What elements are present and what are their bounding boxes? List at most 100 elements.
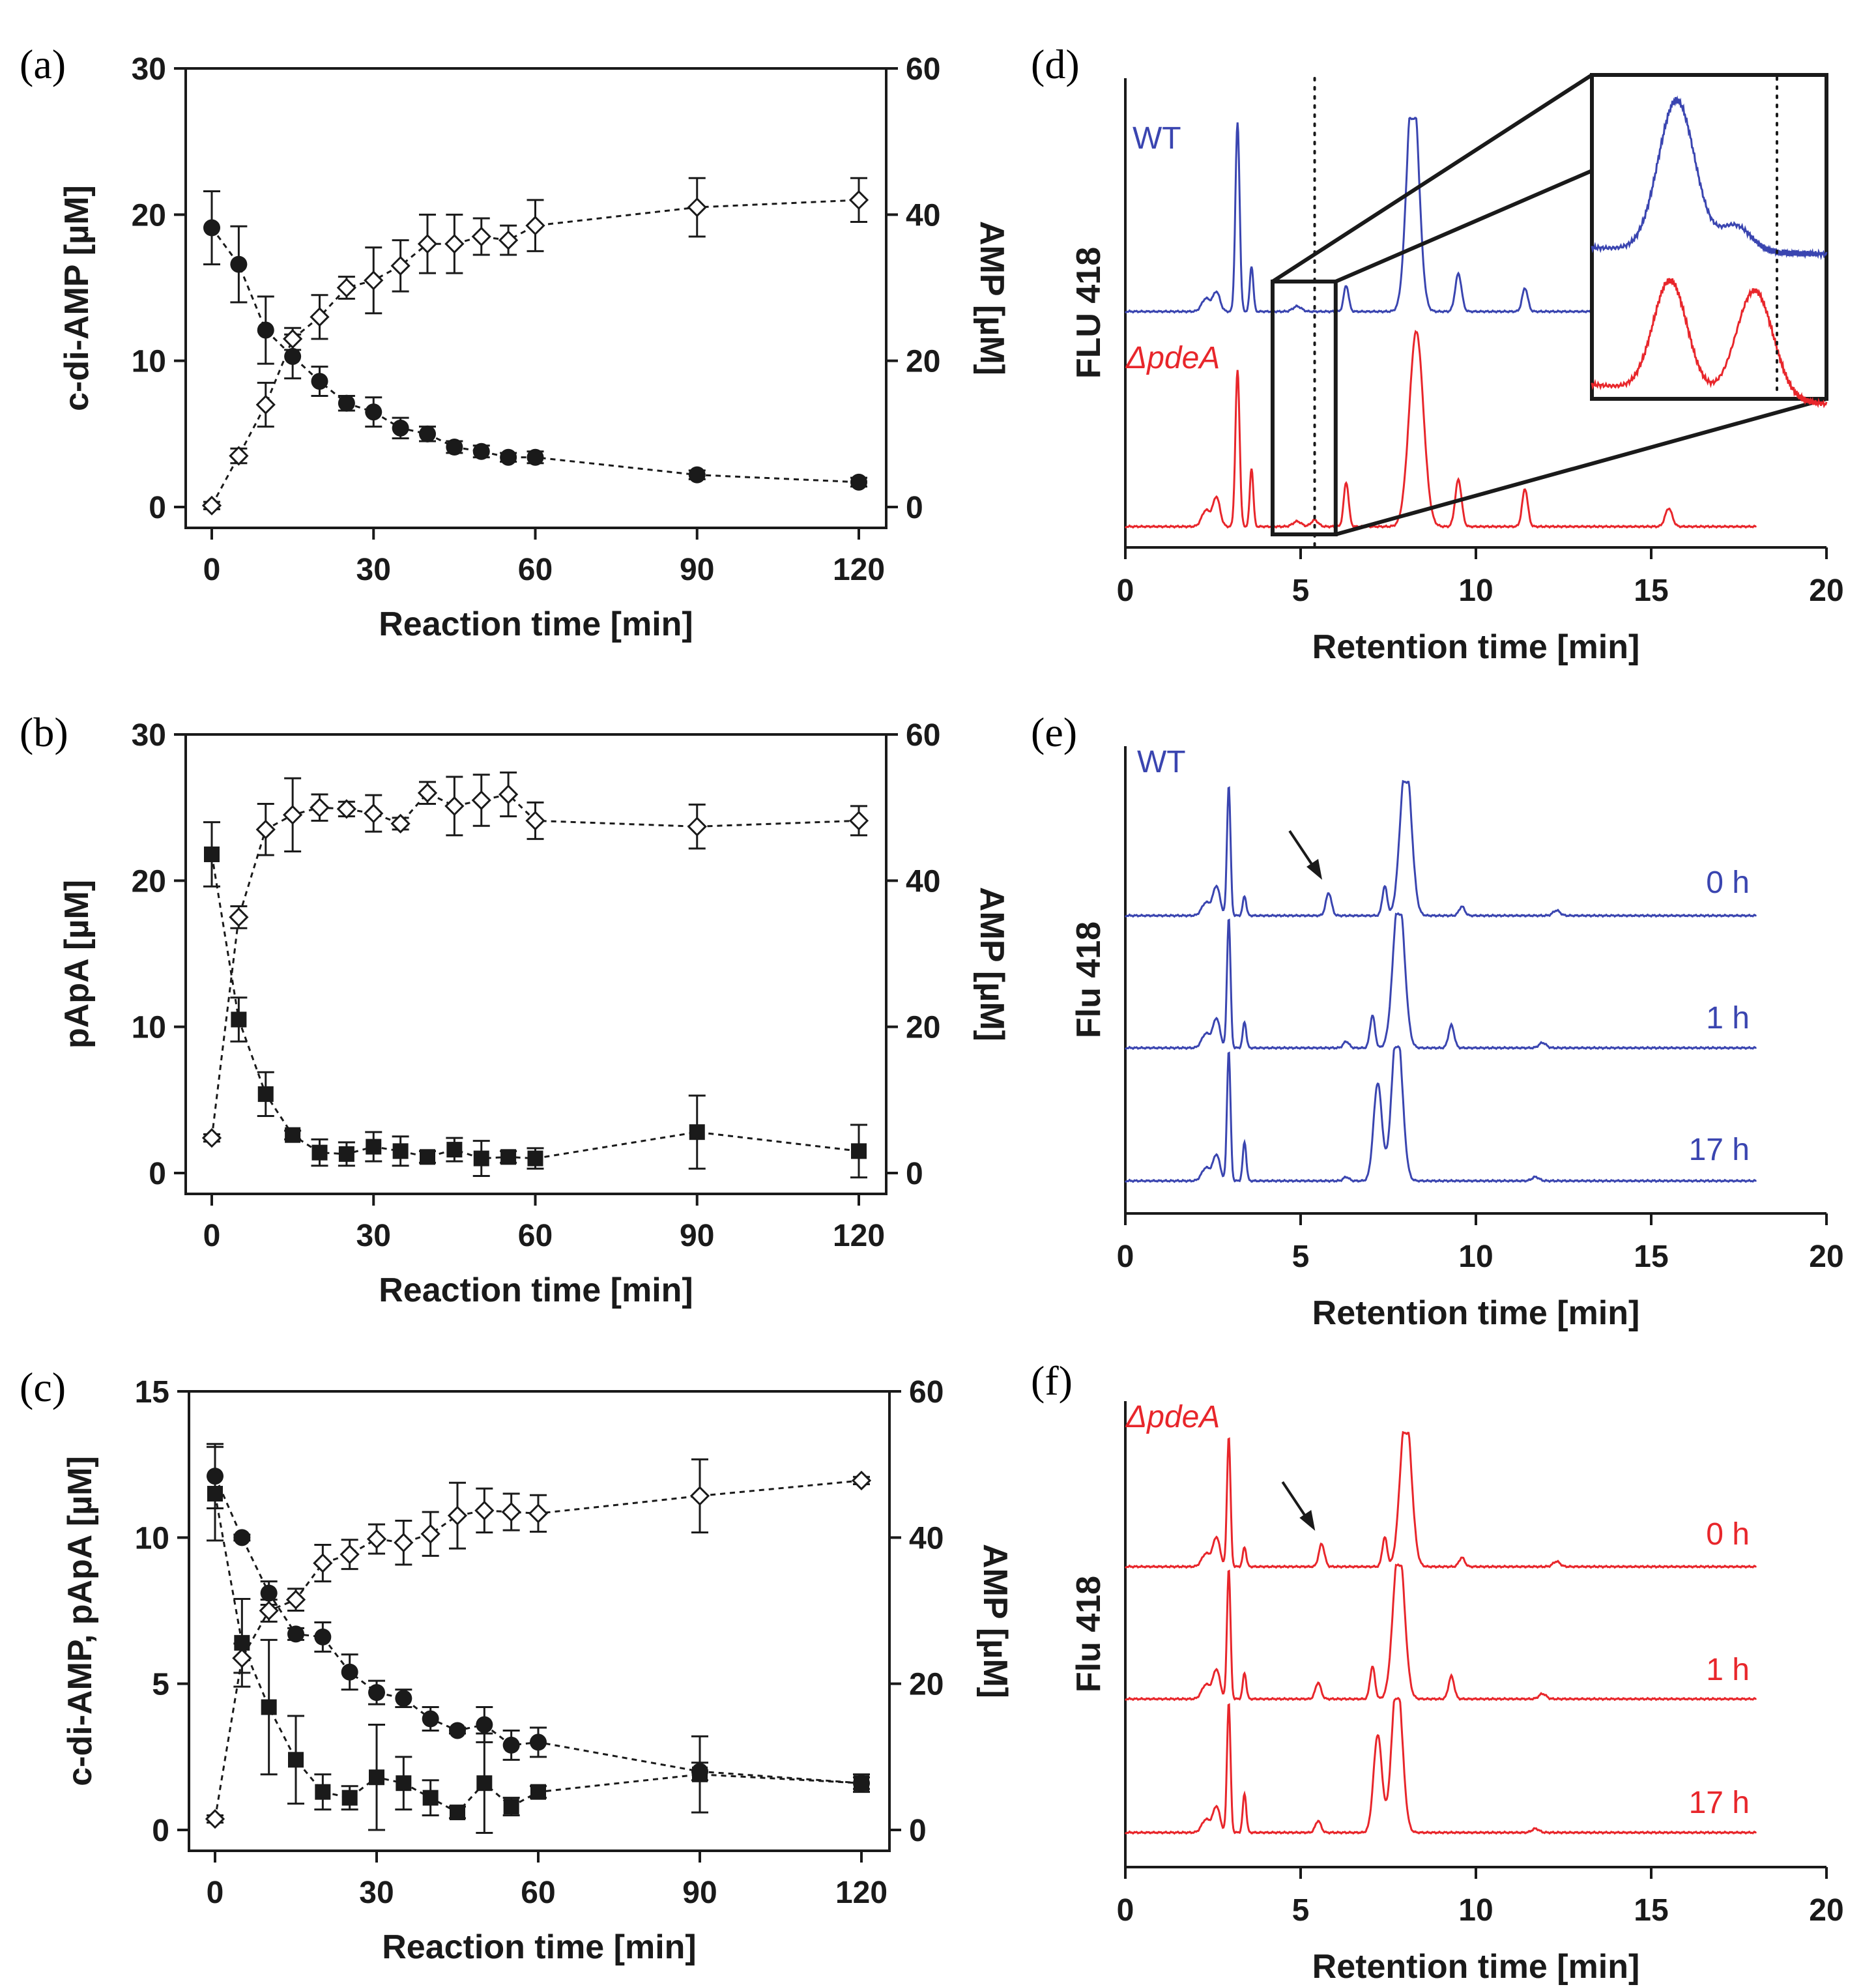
x-tick-label: 0 xyxy=(1117,1893,1134,1928)
data-point-square xyxy=(530,1784,546,1800)
x-tick-label: 20 xyxy=(1809,573,1843,608)
y-left-tick-label: 0 xyxy=(152,1814,169,1848)
y-left-tick-label: 10 xyxy=(132,345,166,379)
x-axis-title: Reaction time [min] xyxy=(379,605,693,643)
y-right-tick-label: 60 xyxy=(906,52,940,87)
data-point-circle xyxy=(230,255,248,273)
arrow-head xyxy=(1306,859,1323,880)
y-axis-title: Flu 418 xyxy=(1070,921,1108,1038)
x-tick-label: 60 xyxy=(518,1219,553,1253)
trace-2 xyxy=(1124,1045,1757,1183)
y-right-tick-label: 0 xyxy=(906,1157,923,1191)
data-point-diamond xyxy=(394,1533,414,1553)
x-tick-label: 5 xyxy=(1292,573,1310,608)
time-label: 17 h xyxy=(1689,1133,1750,1167)
data-point-circle xyxy=(449,1722,466,1739)
data-point-diamond xyxy=(229,907,249,927)
trace-label-pdeA: ΔpdeA xyxy=(1125,341,1220,375)
trace-0 xyxy=(1124,1430,1757,1569)
data-point-diamond xyxy=(498,230,519,250)
data-point-square xyxy=(420,1149,435,1165)
data-point-circle xyxy=(368,1684,385,1702)
data-point-circle xyxy=(527,448,544,466)
data-point-circle xyxy=(530,1733,547,1751)
data-point-diamond xyxy=(229,446,249,466)
zoom-connector xyxy=(1335,169,1593,283)
trace-pdeA xyxy=(1124,329,1757,529)
data-point-diamond xyxy=(339,1545,360,1565)
data-point-circle xyxy=(688,466,706,484)
strain-label: ΔpdeA xyxy=(1125,1400,1220,1434)
data-point-square xyxy=(473,1150,489,1167)
y-axis-title: FLU 418 xyxy=(1070,247,1108,379)
x-tick-label: 60 xyxy=(521,1876,555,1910)
x-tick-label: 0 xyxy=(203,1219,221,1253)
y-right-tick-label: 40 xyxy=(906,198,940,233)
data-point-circle xyxy=(311,373,328,390)
data-point-diamond xyxy=(689,1486,710,1506)
y-right-axis-title: AMP [µM] xyxy=(973,221,1011,375)
data-point-circle xyxy=(257,321,274,339)
data-point-diamond xyxy=(851,1470,872,1490)
data-point-square xyxy=(341,1790,358,1806)
data-point-diamond xyxy=(232,1648,252,1668)
data-point-diamond xyxy=(313,1553,333,1573)
data-point-circle xyxy=(476,1716,493,1733)
y-left-tick-label: 15 xyxy=(135,1375,169,1410)
time-label: 0 h xyxy=(1706,865,1750,900)
data-point-diamond xyxy=(848,811,869,831)
time-label: 0 h xyxy=(1706,1517,1750,1552)
data-point-square xyxy=(257,1086,274,1102)
x-tick-label: 120 xyxy=(833,1219,885,1253)
trace-1 xyxy=(1124,1563,1757,1702)
data-point-circle xyxy=(392,419,409,437)
trace-2 xyxy=(1124,1696,1757,1835)
data-point-diamond xyxy=(201,495,222,515)
data-point-diamond xyxy=(525,811,545,831)
data-point-diamond xyxy=(259,1601,279,1621)
data-point-square xyxy=(231,1011,247,1028)
data-point-square xyxy=(261,1699,277,1715)
data-point-circle xyxy=(233,1529,251,1546)
data-point-square xyxy=(527,1150,543,1167)
x-tick-label: 0 xyxy=(1117,573,1134,608)
y-right-tick-label: 0 xyxy=(909,1814,927,1848)
data-point-diamond xyxy=(447,1505,468,1526)
data-point-diamond xyxy=(444,234,465,254)
trace-1 xyxy=(1124,912,1757,1051)
data-point-square xyxy=(315,1784,331,1800)
panel-letter: (c) xyxy=(20,1364,66,1410)
data-point-square xyxy=(396,1775,412,1791)
x-tick-label: 20 xyxy=(1809,1240,1843,1274)
data-point-square xyxy=(311,1144,328,1161)
x-tick-label: 15 xyxy=(1634,1240,1668,1274)
zoom-connector xyxy=(1271,73,1593,283)
y-left-tick-label: 0 xyxy=(149,491,166,525)
y-right-axis-title: AMP [µM] xyxy=(973,887,1011,1041)
data-point-diamond xyxy=(390,255,411,276)
y-right-tick-label: 20 xyxy=(906,345,940,379)
data-point-diamond xyxy=(501,1501,521,1522)
chart-panel-2: 0 30 60 90 120 0 5 10 15 0 20 40 60 Reaction time [mi… xyxy=(61,1375,1014,1966)
data-point-diamond xyxy=(255,394,276,415)
y-right-tick-label: 20 xyxy=(906,1011,940,1045)
data-point-diamond xyxy=(283,805,303,825)
trace-wt xyxy=(1124,117,1593,314)
x-axis-title: Retention time [min] xyxy=(1312,628,1640,666)
data-point-square xyxy=(446,1142,463,1158)
x-axis-title: Reaction time [min] xyxy=(379,1271,693,1309)
x-tick-label: 20 xyxy=(1809,1893,1843,1928)
time-label: 17 h xyxy=(1689,1786,1750,1820)
panel-letter: (a) xyxy=(20,41,66,87)
data-point-diamond xyxy=(336,799,356,819)
panel-letter: (b) xyxy=(20,709,68,755)
y-axis-title: Flu 418 xyxy=(1070,1576,1108,1692)
x-tick-label: 0 xyxy=(203,553,221,587)
y-right-tick-label: 60 xyxy=(909,1375,944,1410)
data-point-circle xyxy=(502,1736,520,1754)
trace-label-wt: WT xyxy=(1133,121,1181,156)
data-point-circle xyxy=(850,473,867,491)
data-point-diamond xyxy=(283,328,303,349)
x-tick-label: 5 xyxy=(1292,1893,1310,1928)
data-point-circle xyxy=(419,425,436,442)
